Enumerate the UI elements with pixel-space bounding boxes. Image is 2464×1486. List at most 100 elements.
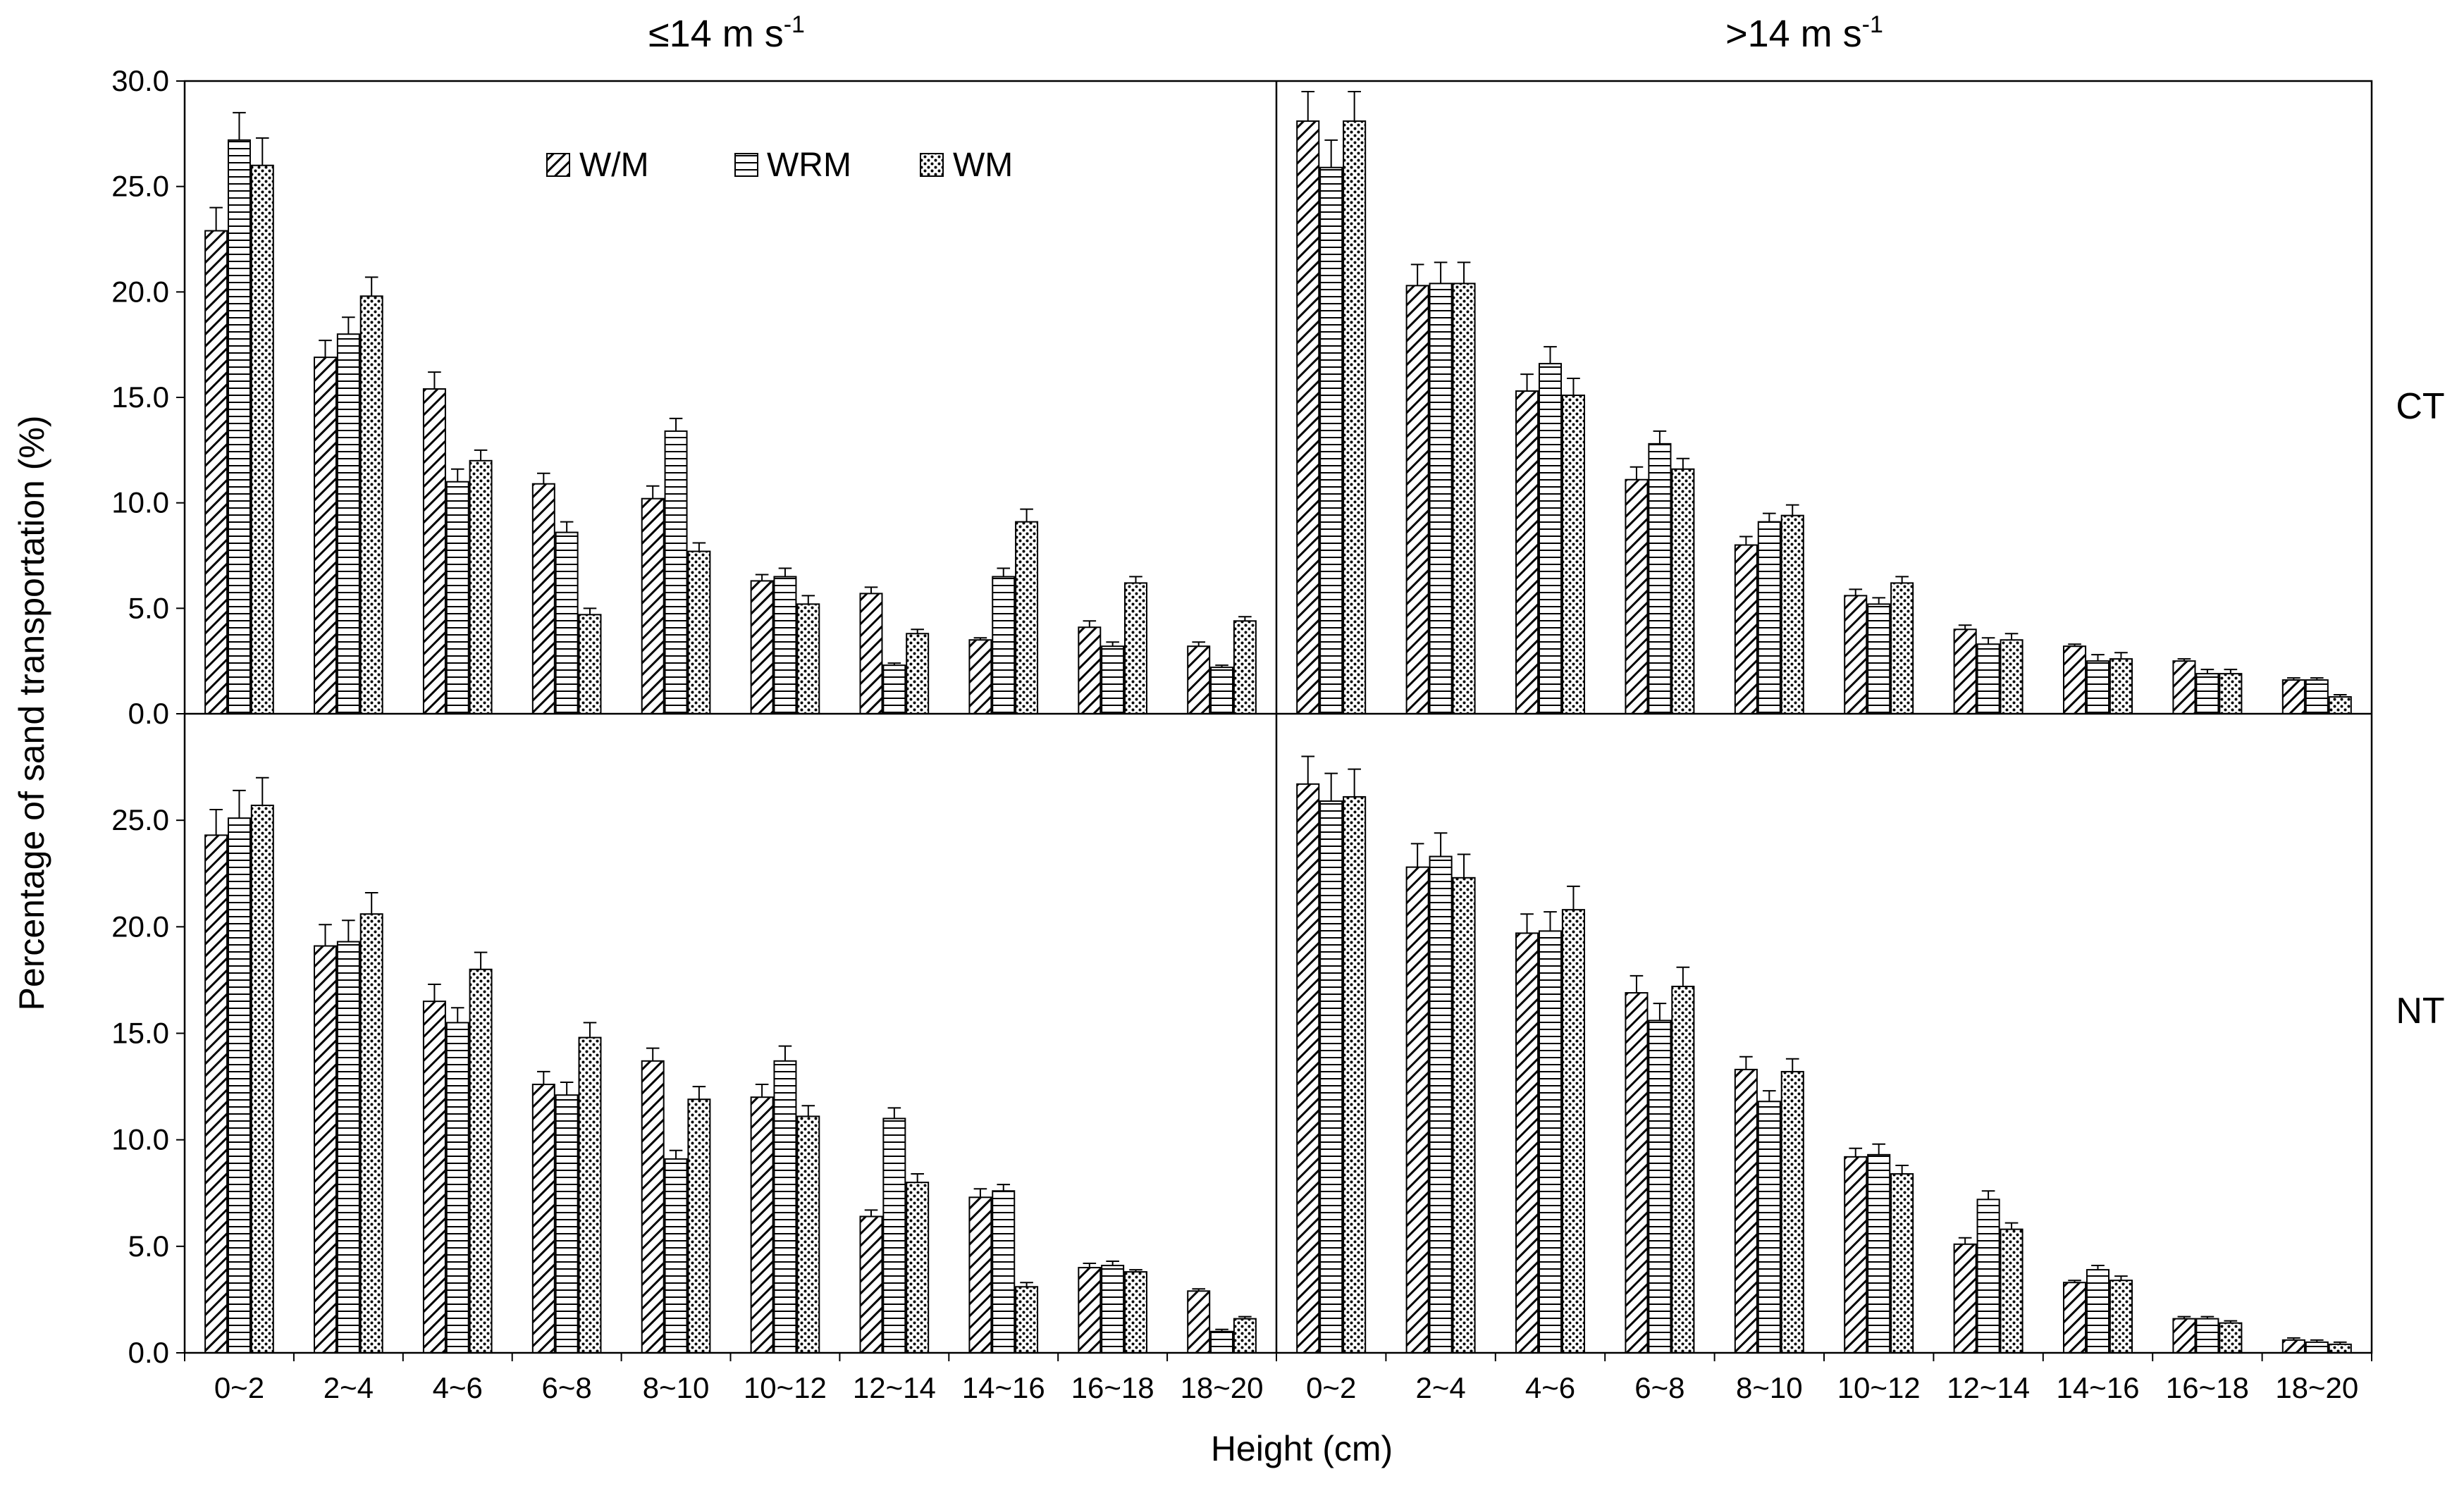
- y-tick-label-ct-4: 20.0: [111, 275, 169, 308]
- bar-nt-col2-w-m-4-6: [1515, 932, 1539, 1354]
- x-category-label-col2-8-10: 8~10: [1736, 1371, 1803, 1404]
- bar-nt-col2-wm-10-12: [1890, 1173, 1914, 1354]
- bar-ct-col1-w-m-8-10: [641, 497, 665, 714]
- bar-nt-col1-wm-4-6: [469, 968, 493, 1354]
- x-category-label-col2-4-6: 4~6: [1525, 1371, 1575, 1404]
- bar-ct-col2-wrm-14-16: [2086, 660, 2110, 715]
- bar-ct-col2-wm-10-12: [1890, 582, 1914, 714]
- bar-ct-col1-w-m-0-2: [204, 230, 228, 714]
- bar-nt-col2-w-m-18-20: [2281, 1339, 2305, 1354]
- bar-ct-col1-wrm-10-12: [773, 576, 797, 715]
- bar-ct-col1-wrm-16-18: [1101, 645, 1125, 714]
- bar-ct-col1-wrm-18-20: [1210, 667, 1234, 714]
- plot-frame: [183, 80, 2373, 1354]
- bar-nt-col2-wm-4-6: [1561, 909, 1585, 1354]
- y-tick-label-ct-3: 15.0: [111, 380, 169, 414]
- bar-ct-col2-wrm-10-12: [1867, 603, 1891, 715]
- bar-ct-col1-wm-0-2: [250, 164, 274, 714]
- bar-nt-col1-w-m-14-16: [968, 1196, 992, 1354]
- axis-ticks-layer: 0.0 5.0 10.0 15.0 20.0 25.0 30.0 0.0 5.0 10.0 15.0…: [111, 64, 2372, 1404]
- bar-nt-col2-w-m-0-2: [1296, 783, 1320, 1354]
- bar-nt-col1-wm-8-10: [687, 1098, 711, 1354]
- x-category-label-col1-2-4: 2~4: [324, 1371, 374, 1404]
- bar-nt-col2-wrm-14-16: [2086, 1269, 2110, 1354]
- x-category-label-col1-4-6: 4~6: [433, 1371, 483, 1404]
- bar-ct-col2-wrm-16-18: [2195, 673, 2219, 714]
- legend-swatch-wm-slash: [546, 153, 570, 177]
- bar-nt-col1-wm-6-8: [578, 1036, 602, 1354]
- legend-label-wrm: WRM: [767, 147, 851, 184]
- bar-nt-col1-wm-12-14: [906, 1182, 930, 1354]
- bar-nt-col1-wrm-0-2: [227, 817, 251, 1354]
- bar-ct-col1-w-m-18-20: [1187, 645, 1211, 714]
- bar-nt-col1-wrm-10-12: [773, 1060, 797, 1354]
- bar-ct-col2-wm-18-20: [2328, 696, 2352, 715]
- bar-ct-col2-w-m-14-16: [2063, 645, 2087, 714]
- bar-ct-col1-wrm-8-10: [664, 430, 688, 714]
- bar-nt-col2-w-m-2-4: [1405, 866, 1429, 1354]
- y-tick-label-ct-6: 30.0: [111, 64, 169, 97]
- bar-ct-col1-w-m-4-6: [422, 388, 446, 714]
- bar-nt-col1-wm-2-4: [359, 913, 383, 1354]
- y-tick-label-ct-1: 5.0: [128, 591, 169, 624]
- bar-nt-col1-wrm-16-18: [1101, 1265, 1125, 1354]
- bar-ct-col1-wrm-0-2: [227, 139, 251, 714]
- y-tick-label-ct-0: 0.0: [128, 697, 169, 730]
- bar-ct-col2-w-m-16-18: [2172, 660, 2196, 715]
- bar-nt-col1-wm-18-20: [1233, 1318, 1257, 1354]
- bar-nt-col2-wrm-12-14: [1976, 1199, 2000, 1354]
- bar-nt-col1-wrm-6-8: [555, 1094, 579, 1354]
- bar-nt-col2-w-m-6-8: [1625, 992, 1649, 1354]
- bar-nt-col2-wm-14-16: [2109, 1280, 2133, 1354]
- bar-nt-col1-w-m-0-2: [204, 834, 228, 1354]
- bar-ct-col1-wm-8-10: [687, 550, 711, 714]
- bar-nt-col2-wrm-6-8: [1648, 1020, 1672, 1354]
- bar-ct-col2-wm-12-14: [2000, 639, 2023, 715]
- bar-ct-col1-wm-16-18: [1123, 582, 1147, 714]
- bar-ct-col2-wm-2-4: [1452, 283, 1476, 714]
- x-axis-title: Height (cm): [1211, 1429, 1393, 1468]
- row-label-ct: CT: [2396, 386, 2444, 427]
- bar-nt-col2-wrm-18-20: [2305, 1341, 2329, 1354]
- row-label-nt: NT: [2396, 991, 2444, 1032]
- x-category-label-col1-18-20: 18~20: [1181, 1371, 1264, 1404]
- column-title-high-wind: >14 m s-1: [1725, 11, 1883, 55]
- bar-ct-col2-w-m-8-10: [1734, 544, 1758, 714]
- bar-nt-col2-wm-2-4: [1452, 877, 1476, 1354]
- plot-border: [183, 80, 2373, 1354]
- bar-ct-col1-w-m-14-16: [968, 639, 992, 715]
- bar-ct-col2-wm-4-6: [1561, 395, 1585, 714]
- bar-ct-col2-wrm-8-10: [1757, 521, 1781, 715]
- bar-nt-col2-wm-16-18: [2219, 1322, 2243, 1354]
- bar-ct-col2-wm-0-2: [1343, 120, 1367, 714]
- legend-swatch-wrm: [734, 153, 758, 177]
- bar-ct-col1-wrm-2-4: [336, 333, 360, 714]
- bar-nt-col2-wrm-16-18: [2195, 1318, 2219, 1354]
- bar-nt-col2-wrm-2-4: [1429, 855, 1453, 1354]
- x-category-label-col1-8-10: 8~10: [643, 1371, 710, 1404]
- bar-nt-col1-wrm-12-14: [882, 1117, 906, 1354]
- bar-nt-col1-w-m-16-18: [1078, 1267, 1102, 1354]
- bar-nt-col2-wm-12-14: [2000, 1228, 2023, 1354]
- bar-nt-col1-wrm-14-16: [992, 1190, 1016, 1354]
- bar-ct-col1-w-m-6-8: [531, 483, 555, 715]
- x-category-label-col2-2-4: 2~4: [1415, 1371, 1465, 1404]
- bar-ct-col2-w-m-4-6: [1515, 390, 1539, 715]
- bar-ct-col2-wrm-12-14: [1976, 643, 2000, 714]
- bar-nt-col1-wm-14-16: [1015, 1286, 1039, 1354]
- column-title-low-sup: -1: [784, 11, 805, 38]
- bar-nt-col2-wm-18-20: [2328, 1343, 2352, 1354]
- x-category-label-col2-0-2: 0~2: [1306, 1371, 1356, 1404]
- bar-nt-col1-w-m-8-10: [641, 1060, 665, 1354]
- bar-nt-col2-wm-8-10: [1780, 1070, 1804, 1354]
- bar-ct-col1-w-m-16-18: [1078, 626, 1102, 714]
- bar-nt-col2-wrm-4-6: [1538, 930, 1563, 1354]
- bar-nt-col2-w-m-12-14: [1953, 1243, 1977, 1354]
- y-tick-label-nt-4: 20.0: [111, 910, 169, 943]
- bar-ct-col2-w-m-18-20: [2281, 679, 2305, 715]
- bar-ct-col1-wm-18-20: [1233, 620, 1257, 714]
- bar-ct-col1-w-m-12-14: [859, 593, 883, 714]
- legend-swatch-wm: [920, 153, 944, 177]
- bar-ct-col1-wrm-14-16: [992, 576, 1016, 715]
